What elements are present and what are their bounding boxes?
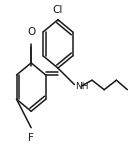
Text: NH: NH [76,82,89,91]
Text: Cl: Cl [53,4,63,15]
Text: O: O [27,27,35,37]
Text: F: F [28,133,34,143]
